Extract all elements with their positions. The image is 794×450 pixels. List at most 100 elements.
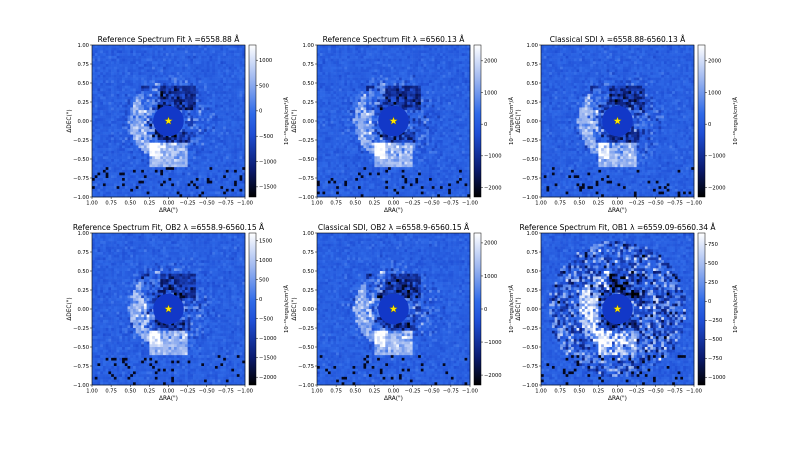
heatmap-cell <box>154 50 158 54</box>
heatmap-cell <box>228 66 232 70</box>
heatmap-cell <box>431 85 435 89</box>
heatmap-cell <box>105 188 109 192</box>
heatmap-cell <box>173 83 177 87</box>
heatmap-cell <box>108 115 112 119</box>
heatmap-cell <box>92 156 96 160</box>
heatmap-cell <box>231 121 235 125</box>
heatmap-cell <box>138 161 142 165</box>
heatmap-cell <box>341 80 345 84</box>
heatmap-cell <box>173 186 177 190</box>
heatmap-cell <box>220 131 224 135</box>
heatmap-cell <box>368 58 372 62</box>
heatmap-cell <box>187 175 191 179</box>
heatmap-cell <box>163 164 167 168</box>
heatmap-cell <box>442 121 446 125</box>
heatmap-cell <box>130 178 134 182</box>
heatmap-cell <box>448 64 452 68</box>
heatmap-cell <box>157 85 161 89</box>
heatmap-cell <box>420 110 424 114</box>
heatmap-cell <box>190 104 194 108</box>
heatmap-cell <box>319 74 323 78</box>
heatmap-cell <box>231 53 235 57</box>
heatmap-cell <box>105 129 109 133</box>
heatmap-cell <box>102 118 106 122</box>
heatmap-cell <box>111 180 115 184</box>
heatmap-cell <box>105 58 109 62</box>
heatmap-cell <box>124 183 128 187</box>
heatmap-cell <box>176 58 180 62</box>
heatmap-cell <box>168 145 172 149</box>
heatmap-cell <box>223 112 227 116</box>
heatmap-cell <box>396 50 400 54</box>
heatmap-cell <box>448 126 452 130</box>
heatmap-cell <box>149 47 153 51</box>
heatmap-cell <box>119 191 123 195</box>
heatmap-cell <box>100 140 104 144</box>
heatmap-cell <box>130 72 134 76</box>
heatmap-cell <box>407 66 411 70</box>
heatmap-cell <box>214 172 218 176</box>
heatmap-cell <box>333 99 337 103</box>
heatmap-cell <box>195 121 199 125</box>
heatmap-cell <box>327 53 331 57</box>
heatmap-cell <box>209 45 213 49</box>
heatmap-cell <box>228 72 232 76</box>
heatmap-cell <box>146 137 150 141</box>
heatmap-cell <box>127 134 131 138</box>
heatmap-cell <box>92 137 96 141</box>
heatmap-cell <box>223 58 227 62</box>
heatmap-cell <box>127 77 131 81</box>
heatmap-cell <box>195 148 199 152</box>
heatmap-cell <box>171 69 175 73</box>
heatmap-cell <box>349 93 353 97</box>
heatmap-cell <box>102 96 106 100</box>
heatmap-cell <box>135 85 139 89</box>
heatmap-cell <box>379 53 383 57</box>
heatmap-cell <box>393 66 397 70</box>
heatmap-cell <box>143 150 147 154</box>
heatmap-cell <box>357 112 362 116</box>
heatmap-cell <box>116 153 120 157</box>
heatmap-cell <box>132 85 137 89</box>
heatmap-cell <box>198 161 202 165</box>
heatmap-cell <box>426 91 430 95</box>
heatmap-cell <box>355 61 359 65</box>
heatmap-cell <box>141 85 145 89</box>
heatmap-cell <box>409 107 413 111</box>
heatmap-cell <box>198 80 202 84</box>
heatmap-cell <box>398 55 402 59</box>
heatmap-cell <box>317 129 321 133</box>
heatmap-cell <box>363 58 367 62</box>
heatmap-cell <box>127 153 131 157</box>
heatmap-cell <box>160 80 164 84</box>
heatmap-cell <box>319 96 323 100</box>
heatmap-cell <box>184 164 188 168</box>
heatmap-cell <box>100 69 104 73</box>
heatmap-cell <box>212 191 216 195</box>
heatmap-cell <box>344 55 348 59</box>
heatmap-cell <box>464 107 468 111</box>
heatmap-cell <box>122 126 126 130</box>
heatmap-cell <box>385 93 389 97</box>
heatmap-cell <box>242 45 246 49</box>
heatmap-cell <box>94 112 98 116</box>
heatmap-cell <box>377 83 381 87</box>
heatmap-cell <box>163 194 167 198</box>
heatmap-cell <box>124 172 128 176</box>
heatmap-cell <box>124 72 128 76</box>
heatmap-cell <box>404 99 408 103</box>
heatmap-cell <box>220 104 224 108</box>
heatmap-cell <box>442 74 446 78</box>
heatmap-cell <box>352 91 356 95</box>
heatmap-cell <box>341 45 345 49</box>
heatmap-cell <box>143 91 147 95</box>
heatmap-cell <box>190 186 194 190</box>
heatmap-cell <box>366 64 370 68</box>
heatmap-cell <box>220 83 224 87</box>
heatmap-cell <box>453 112 457 116</box>
heatmap-cell <box>327 64 331 68</box>
heatmap-cell <box>111 186 115 190</box>
heatmap-cell <box>459 115 463 119</box>
heatmap-cell <box>108 159 112 163</box>
heatmap-cell <box>461 129 465 133</box>
